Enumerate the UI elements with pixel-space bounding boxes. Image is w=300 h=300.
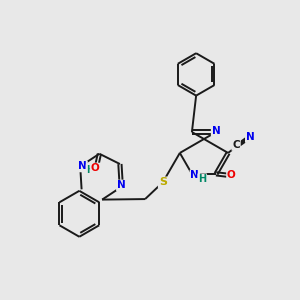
Text: O: O (227, 170, 236, 180)
Text: N: N (78, 161, 87, 171)
Text: N: N (212, 126, 220, 136)
Text: S: S (159, 177, 167, 188)
Text: H: H (86, 165, 94, 175)
Text: H: H (198, 174, 206, 184)
Text: O: O (91, 164, 99, 173)
Text: N: N (190, 170, 199, 180)
Text: C: C (232, 140, 240, 150)
Text: N: N (246, 132, 255, 142)
Text: N: N (117, 181, 126, 190)
